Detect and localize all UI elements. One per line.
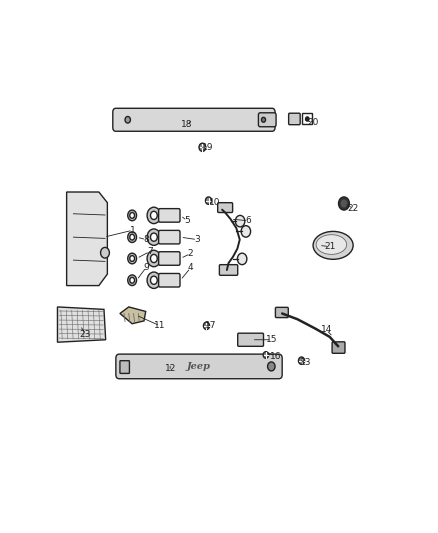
Circle shape: [128, 275, 137, 286]
Circle shape: [128, 232, 137, 243]
Circle shape: [151, 254, 157, 263]
Text: 9: 9: [144, 263, 149, 272]
Circle shape: [147, 272, 161, 288]
Circle shape: [151, 276, 157, 284]
FancyBboxPatch shape: [332, 342, 345, 353]
Text: 15: 15: [266, 335, 278, 344]
Circle shape: [147, 207, 161, 224]
FancyBboxPatch shape: [219, 265, 238, 276]
Circle shape: [268, 362, 275, 371]
Text: 22: 22: [348, 204, 359, 213]
Circle shape: [151, 233, 157, 241]
Circle shape: [306, 117, 309, 121]
Circle shape: [101, 247, 110, 258]
Text: 23: 23: [80, 329, 91, 338]
Text: 21: 21: [324, 242, 336, 251]
Text: 19: 19: [202, 143, 213, 152]
Text: 18: 18: [181, 120, 193, 129]
Circle shape: [147, 251, 161, 266]
Circle shape: [128, 253, 137, 264]
Text: 11: 11: [154, 321, 166, 330]
Circle shape: [261, 117, 265, 122]
Circle shape: [203, 322, 209, 329]
Circle shape: [130, 256, 134, 261]
Circle shape: [237, 253, 247, 265]
Circle shape: [199, 143, 206, 151]
FancyBboxPatch shape: [218, 203, 233, 213]
Circle shape: [235, 215, 245, 227]
Circle shape: [298, 357, 304, 365]
Text: 14: 14: [321, 326, 332, 334]
Text: 12: 12: [165, 364, 176, 373]
FancyBboxPatch shape: [302, 113, 312, 124]
FancyBboxPatch shape: [159, 230, 180, 244]
FancyBboxPatch shape: [120, 361, 130, 374]
FancyBboxPatch shape: [159, 208, 180, 222]
Polygon shape: [120, 307, 146, 324]
Text: Jeep: Jeep: [187, 362, 211, 371]
Circle shape: [128, 210, 137, 221]
Circle shape: [147, 229, 161, 245]
FancyBboxPatch shape: [159, 273, 180, 287]
Text: 3: 3: [194, 235, 200, 244]
Circle shape: [130, 213, 134, 219]
Text: 13: 13: [300, 358, 312, 367]
Ellipse shape: [313, 231, 353, 260]
FancyBboxPatch shape: [289, 113, 300, 125]
Circle shape: [130, 235, 134, 240]
FancyBboxPatch shape: [116, 354, 282, 379]
Text: 4: 4: [188, 263, 193, 272]
Text: 8: 8: [144, 235, 149, 244]
FancyBboxPatch shape: [159, 252, 180, 265]
Polygon shape: [57, 307, 106, 342]
Circle shape: [130, 277, 134, 283]
Text: 5: 5: [184, 216, 190, 225]
FancyBboxPatch shape: [258, 113, 276, 127]
Text: 7: 7: [147, 247, 153, 256]
Text: 16: 16: [270, 352, 281, 361]
FancyBboxPatch shape: [113, 108, 275, 131]
Ellipse shape: [316, 235, 347, 254]
Polygon shape: [67, 192, 107, 286]
Circle shape: [241, 225, 251, 237]
FancyBboxPatch shape: [238, 333, 264, 346]
Circle shape: [205, 197, 212, 204]
Circle shape: [339, 197, 350, 210]
Text: 2: 2: [188, 249, 193, 258]
Text: 20: 20: [307, 118, 318, 127]
Text: 1: 1: [130, 225, 136, 235]
FancyBboxPatch shape: [276, 308, 288, 318]
Circle shape: [263, 352, 268, 358]
Text: 10: 10: [208, 198, 220, 207]
Circle shape: [151, 211, 157, 220]
Text: 17: 17: [205, 321, 217, 330]
Circle shape: [125, 117, 131, 123]
Text: 6: 6: [245, 216, 251, 225]
Circle shape: [341, 200, 346, 207]
